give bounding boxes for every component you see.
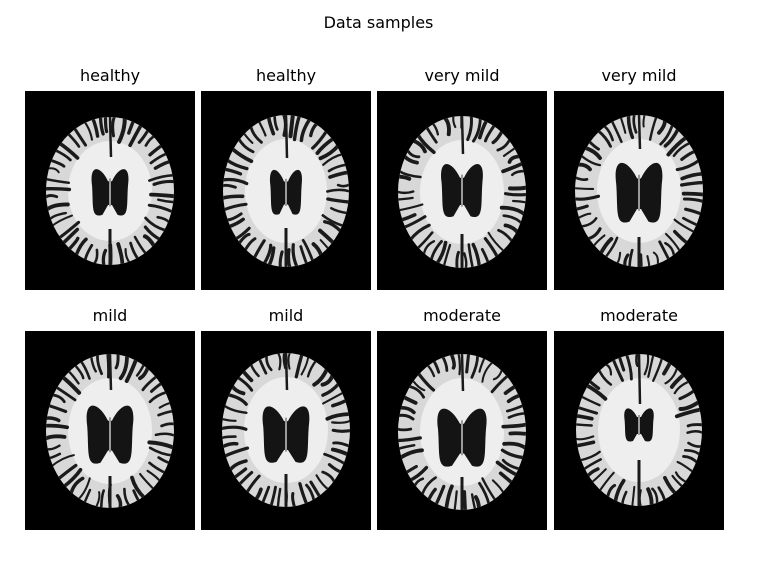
figure-title: Data samples (323, 13, 434, 32)
brain-scan-drawing (377, 91, 547, 290)
brain-scan-drawing (201, 331, 371, 530)
brain-scan-drawing (25, 331, 195, 530)
brain-scan-image (25, 91, 195, 290)
panel-title: moderate (600, 306, 678, 325)
brain-scan-image (25, 331, 195, 530)
brain-scan-drawing (377, 331, 547, 530)
brain-scan-image (554, 331, 724, 530)
brain-scan-image (377, 91, 547, 290)
brain-scan-image (201, 331, 371, 530)
brain-scan-image (554, 91, 724, 290)
panel-title: healthy (79, 66, 141, 85)
brain-scan-drawing (25, 91, 195, 290)
panel-title: mild (92, 306, 128, 325)
panel-title: very mild (424, 66, 500, 85)
panel-title: moderate (423, 306, 501, 325)
brain-scan-drawing (201, 91, 371, 290)
brain-scan-image (377, 331, 547, 530)
brain-scan-drawing (554, 91, 724, 290)
panel-title: mild (268, 306, 304, 325)
brain-scan-drawing (554, 331, 724, 530)
panel-title: very mild (601, 66, 677, 85)
panel-title: healthy (255, 66, 317, 85)
brain-scan-image (201, 91, 371, 290)
